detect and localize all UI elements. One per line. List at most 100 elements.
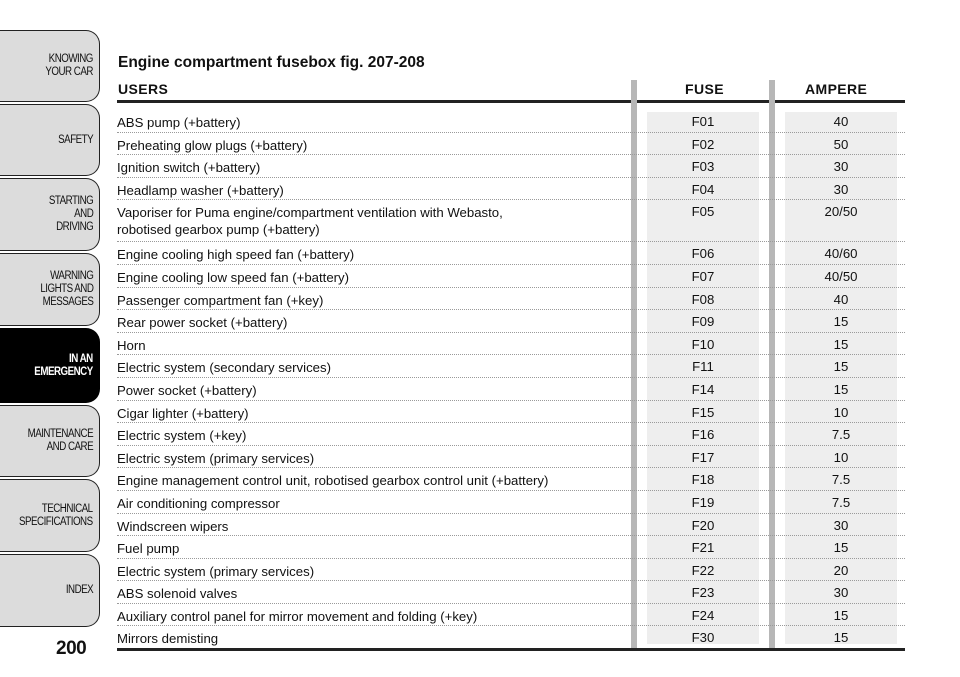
user-cell: Power socket (+battery) <box>117 382 257 398</box>
fuse-cell: F11 <box>692 359 714 375</box>
user-cell: Mirrors demisting <box>117 631 219 647</box>
fuse-cell: F23 <box>691 585 715 601</box>
ampere-cell: 10 <box>833 449 849 465</box>
fuse-cell: F14 <box>691 381 715 397</box>
user-cell: Engine cooling low speed fan (+battery) <box>117 269 350 285</box>
ampere-cell: 30 <box>833 159 849 175</box>
tab-technical-specifications[interactable]: TECHNICAL SPECIFICATIONS <box>0 479 100 552</box>
table-row: Windscreen wipers F20 30 <box>117 514 905 537</box>
user-cell: Passenger compartment fan (+key) <box>117 292 324 308</box>
user-cell: Engine management control unit, robotise… <box>117 473 549 489</box>
table-row: Engine management control unit, robotise… <box>117 468 905 491</box>
user-cell: Engine cooling high speed fan (+battery) <box>117 247 355 263</box>
fuse-cell: F18 <box>691 472 715 488</box>
table-row: Engine cooling high speed fan (+battery)… <box>117 242 905 265</box>
column-separator <box>769 80 775 649</box>
tab-maintenance-and-care[interactable]: MAINTENANCE AND CARE <box>0 405 100 477</box>
user-cell: Fuel pump <box>117 541 180 557</box>
table-row: Power socket (+battery) F14 15 <box>117 378 905 401</box>
user-cell: Air conditioning compressor <box>117 495 280 511</box>
column-separator <box>631 80 637 649</box>
fuse-cell: F03 <box>691 159 715 175</box>
user-cell: Preheating glow plugs (+battery) <box>117 137 308 153</box>
ampere-cell: 15 <box>833 540 849 556</box>
fuse-cell: F17 <box>691 449 715 465</box>
fuse-cell: F09 <box>691 314 715 330</box>
ampere-cell: 7.5 <box>831 472 851 488</box>
ampere-cell: 50 <box>833 136 849 152</box>
fuse-cell: F02 <box>691 136 715 152</box>
ampere-cell: 40/60 <box>824 246 858 262</box>
ampere-cell: 7.5 <box>831 494 851 510</box>
ampere-cell: 7.5 <box>831 427 851 443</box>
table-row: Horn F10 15 <box>117 333 905 356</box>
fuse-cell: F21 <box>691 540 715 556</box>
table-row: ABS solenoid valves F23 30 <box>117 581 905 604</box>
fuse-cell: F15 <box>691 404 715 420</box>
ampere-cell: 40 <box>833 114 849 129</box>
fuse-cell: F05 <box>691 204 715 220</box>
table-row: Headlamp washer (+battery) F04 30 <box>117 178 905 201</box>
fuse-column-background <box>647 112 759 644</box>
column-header-ampere: AMPERE <box>805 81 868 97</box>
table-row: Air conditioning compressor F19 7.5 <box>117 491 905 514</box>
user-cell: Electric system (+key) <box>117 428 247 444</box>
page-number: 200 <box>56 638 87 659</box>
header-divider <box>117 100 905 103</box>
user-cell: Electric system (primary services) <box>117 563 315 579</box>
ampere-cell: 15 <box>833 336 849 352</box>
table-row: Auxiliary control panel for mirror movem… <box>117 604 905 627</box>
fuse-cell: F07 <box>691 268 715 284</box>
ampere-cell: 15 <box>833 630 849 646</box>
ampere-cell: 15 <box>833 359 849 375</box>
user-cell: Rear power socket (+battery) <box>117 315 288 331</box>
ampere-column-background <box>785 112 897 644</box>
tab-safety[interactable]: SAFETY <box>0 104 100 176</box>
column-header-fuse: FUSE <box>685 81 724 97</box>
table-row: Electric system (+key) F16 7.5 <box>117 423 905 446</box>
user-cell: Headlamp washer (+battery) <box>117 182 284 198</box>
ampere-cell: 40 <box>833 291 849 307</box>
fuse-cell: F01 <box>691 114 715 129</box>
chapter-tabs: KNOWING YOUR CAR SAFETY STARTING AND DRI… <box>0 0 102 677</box>
user-cell: ABS pump (+battery) <box>117 115 241 130</box>
user-cell: Ignition switch (+battery) <box>117 160 261 176</box>
table-row: Preheating glow plugs (+battery) F02 50 <box>117 133 905 156</box>
table-row: Mirrors demisting F30 15 <box>117 626 905 649</box>
user-cell: Vaporiser for Puma engine/compartment ve… <box>117 205 503 238</box>
user-cell: ABS solenoid valves <box>117 586 238 602</box>
ampere-cell: 20/50 <box>824 204 858 220</box>
ampere-cell: 40/50 <box>824 268 858 284</box>
table-row: Ignition switch (+battery) F03 30 <box>117 155 905 178</box>
tab-knowing-your-car[interactable]: KNOWING YOUR CAR <box>0 30 100 102</box>
user-cell: Electric system (primary services) <box>117 450 315 466</box>
tab-in-an-emergency[interactable]: IN AN EMERGENCY <box>0 328 100 403</box>
fuse-cell: F24 <box>691 607 715 623</box>
fuse-cell: F06 <box>691 246 715 262</box>
ampere-cell: 30 <box>833 181 849 197</box>
table-row: Passenger compartment fan (+key) F08 40 <box>117 288 905 311</box>
ampere-cell: 15 <box>833 381 849 397</box>
column-header-users: USERS <box>118 81 169 97</box>
ampere-cell: 30 <box>833 585 849 601</box>
table-row: Electric system (primary services) F22 20 <box>117 559 905 582</box>
ampere-cell: 15 <box>833 607 849 623</box>
ampere-cell: 30 <box>833 517 849 533</box>
fuse-cell: F04 <box>691 181 715 197</box>
tab-warning-lights-and-messages[interactable]: WARNING LIGHTS AND MESSAGES <box>0 253 100 326</box>
fuse-cell: F22 <box>691 562 715 578</box>
table-row: ABS pump (+battery) F01 40 <box>117 110 905 133</box>
footer-divider <box>117 648 905 651</box>
tab-index[interactable]: INDEX <box>0 554 100 627</box>
table-row: Cigar lighter (+battery) F15 10 <box>117 401 905 424</box>
fuse-cell: F20 <box>691 517 715 533</box>
fuse-cell: F16 <box>691 427 715 443</box>
tab-starting-and-driving[interactable]: STARTING AND DRIVING <box>0 178 100 251</box>
ampere-cell: 15 <box>833 314 849 330</box>
fuse-cell: F19 <box>691 494 715 510</box>
fuse-cell: F10 <box>691 336 715 352</box>
fuse-cell: F08 <box>691 291 715 307</box>
user-cell: Auxiliary control panel for mirror movem… <box>117 608 478 624</box>
table-row: Engine cooling low speed fan (+battery) F… <box>117 265 905 288</box>
user-cell: Electric system (secondary services) <box>117 360 331 376</box>
